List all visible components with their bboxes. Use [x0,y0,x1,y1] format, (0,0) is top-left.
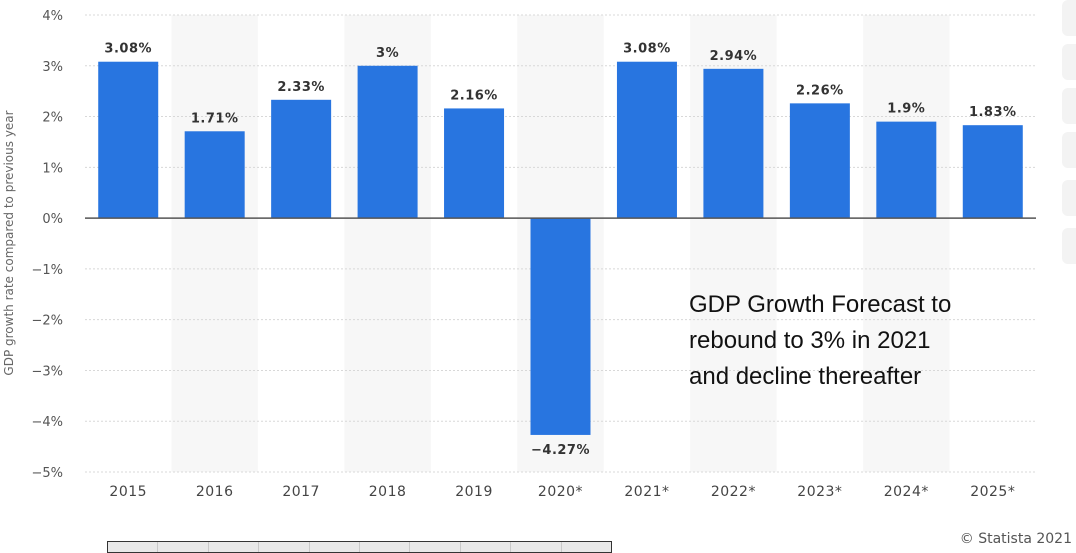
x-tick-label: 2015 [109,484,147,500]
data-label: 2.94% [710,49,758,64]
x-tick-label: 2018 [369,484,407,500]
bar [703,68,764,219]
data-label: 3.08% [623,42,671,57]
annotation-line-1: GDP Growth Forecast to [689,291,952,318]
x-tick-label: 2022* [711,484,756,500]
data-label: 2.16% [450,88,498,103]
side-tab[interactable] [1062,44,1076,80]
data-label: 2.26% [796,83,844,98]
source-credit: © Statista 2021 [959,531,1072,547]
side-tab[interactable] [1062,228,1076,264]
data-label: 2.33% [277,80,325,95]
y-tick-label: −4% [31,415,63,430]
bar [530,218,591,435]
bar [184,131,245,219]
x-tick-label: 2016 [196,484,234,500]
data-label: 1.83% [969,105,1017,120]
side-tab[interactable] [1062,132,1076,168]
bar [789,103,850,219]
bar [271,99,332,219]
bar [444,108,505,219]
annotation-line-3: and decline thereafter [689,363,922,390]
y-tick-label: −5% [31,466,63,481]
bar [98,61,159,219]
background-band [863,15,950,472]
data-labels: 3.08% 1.71% 2.33% 3% 2.16% −4.27% 3.08% 2.94% 2.… [104,42,1016,458]
bar [357,65,418,219]
y-tick-label: −1% [31,263,63,278]
forecast-annotation: GDP Growth Forecast to rebound to 3% in … [689,287,951,395]
data-label: 1.71% [191,111,239,126]
bar [616,61,677,219]
y-tick-label: 1% [42,161,63,176]
annotation-line-2: rebound to 3% in 2021 [689,327,931,354]
x-tick-label: 2021* [624,484,669,500]
y-axis-ticks: 4% 3% 2% 1% 0% −1% −2% −3% −4% −5% [31,9,63,481]
bars [98,61,1023,435]
data-label: 3.08% [104,42,152,57]
data-label: 3% [376,46,399,61]
x-tick-label: 2024* [884,484,929,500]
side-tab[interactable] [1062,88,1076,124]
y-tick-label: 2% [42,111,63,126]
x-tick-label: 2023* [797,484,842,500]
y-tick-label: 3% [42,60,63,75]
x-tick-label: 2019 [455,484,493,500]
x-tick-label: 2020* [538,484,583,500]
horizontal-scrollbar[interactable] [107,541,612,553]
data-label: −4.27% [531,443,590,458]
y-tick-label: 4% [42,9,63,24]
data-label: 1.9% [887,102,925,117]
bar [962,125,1023,219]
y-tick-label: −3% [31,364,63,379]
side-tab[interactable] [1062,0,1076,36]
background-band [171,15,258,472]
y-tick-label: 0% [42,212,63,227]
x-tick-label: 2017 [282,484,320,500]
y-axis-title: GDP growth rate compared to previous yea… [2,110,16,375]
x-tick-label: 2025* [970,484,1015,500]
x-axis-labels: 2015 2016 2017 2018 2019 2020* 2021* 2022* 2023*… [109,484,1015,500]
y-tick-label: −2% [31,314,63,329]
side-tab[interactable] [1062,180,1076,216]
bar [876,121,937,219]
